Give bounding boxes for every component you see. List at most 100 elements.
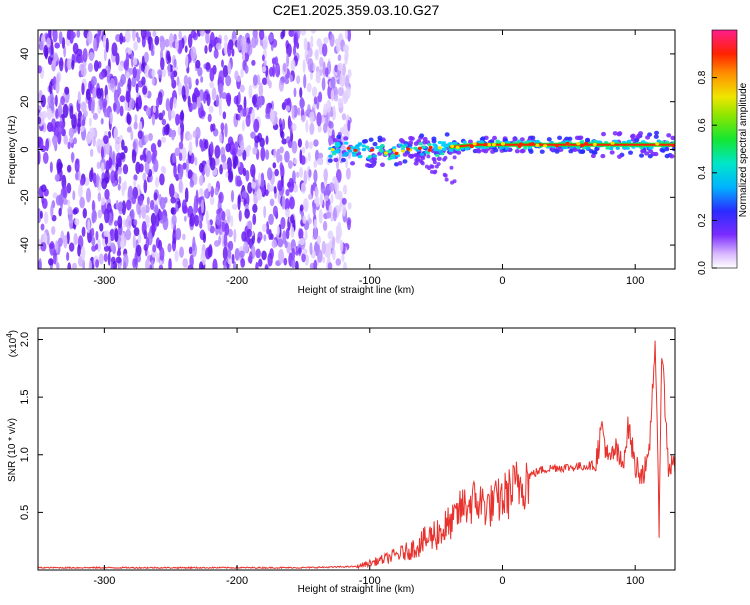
- heatmap-noise-cell: [154, 35, 160, 46]
- heatmap-signal-halo: [377, 135, 383, 140]
- heatmap-x-tick-label: -200: [226, 275, 248, 287]
- heatmap-noise-cell: [68, 242, 75, 252]
- heatmap-noise-cell: [56, 158, 63, 174]
- snr-x-tick-label: -300: [93, 575, 115, 587]
- heatmap-signal-halo: [514, 148, 520, 154]
- heatmap-noise-cell: [291, 104, 295, 119]
- heatmap-signal-band: [449, 149, 454, 153]
- heatmap-noise-cell: [313, 218, 317, 230]
- heatmap-noise-cell: [48, 242, 55, 250]
- heatmap-noise-cell: [332, 248, 336, 261]
- heatmap-noise-cell: [258, 258, 263, 267]
- heatmap-signal-band: [656, 139, 661, 143]
- heatmap-noise-cell: [188, 141, 193, 156]
- heatmap-noise-cell: [319, 56, 324, 67]
- heatmap-noise-cell: [118, 64, 124, 72]
- heatmap-noise-cell: [47, 96, 51, 105]
- heatmap-noise-cell: [115, 163, 119, 172]
- heatmap-noise-cell: [76, 54, 82, 64]
- heatmap-noise-cell: [48, 81, 53, 95]
- heatmap-noise-cell: [273, 148, 277, 158]
- heatmap-noise-cell: [124, 30, 131, 43]
- heatmap-signal-halo: [653, 151, 659, 157]
- heatmap-noise-cell: [40, 223, 45, 231]
- heatmap-noise-cell: [163, 124, 170, 136]
- heatmap-noise-cell: [304, 202, 308, 211]
- heatmap-noise-cell: [290, 226, 295, 238]
- heatmap-noise-cell: [250, 163, 256, 178]
- heatmap-noise-cell: [246, 228, 252, 238]
- heatmap-noise-cell: [102, 35, 107, 49]
- heatmap-signal-halo: [333, 157, 339, 163]
- heatmap-noise-cell: [77, 244, 81, 257]
- heatmap-noise-cell: [344, 30, 348, 40]
- heatmap-noise-cell: [74, 218, 80, 226]
- heatmap-signal-band: [331, 152, 337, 156]
- heatmap-noise-cell: [183, 74, 189, 87]
- heatmap-noise-cell: [125, 90, 131, 103]
- heatmap-signal-band: [435, 153, 440, 157]
- heatmap-signal-peak: [353, 148, 358, 152]
- heatmap-signal-tail: [443, 155, 448, 160]
- heatmap-signal-halo: [648, 149, 654, 154]
- colorbar-label: Normalized spectral amplitude: [738, 82, 749, 217]
- heatmap-noise-cell: [63, 45, 67, 58]
- heatmap-noise-cell: [227, 257, 233, 265]
- heatmap-noise-cell: [260, 146, 266, 162]
- heatmap-noise-cell: [221, 221, 226, 233]
- heatmap-noise-cell: [306, 82, 312, 93]
- heatmap-noise-cell: [174, 147, 181, 157]
- heatmap-noise-cell: [103, 108, 110, 118]
- heatmap-noise-cell: [199, 221, 203, 229]
- heatmap-noise-cell: [332, 207, 337, 222]
- heatmap-noise-cell: [227, 41, 232, 57]
- snr-background: [38, 328, 675, 570]
- heatmap-signal-halo: [332, 138, 338, 143]
- heatmap-signal-halo: [419, 133, 425, 138]
- heatmap-noise-cell: [282, 230, 287, 245]
- heatmap-noise-cell: [81, 119, 86, 127]
- heatmap-noise-cell: [66, 182, 72, 194]
- heatmap-noise-cell: [68, 216, 74, 230]
- heatmap-noise-cell: [155, 213, 160, 227]
- heatmap-noise-cell: [219, 84, 223, 99]
- heatmap-noise-cell: [218, 191, 224, 204]
- heatmap-signal-peak: [472, 142, 477, 146]
- heatmap-noise-cell: [39, 40, 44, 51]
- heatmap-noise-cell: [66, 251, 70, 262]
- heatmap-noise-cell: [117, 183, 121, 191]
- heatmap-noise-cell: [98, 253, 104, 265]
- heatmap-noise-cell: [289, 74, 293, 83]
- heatmap-noise-cell: [317, 249, 323, 263]
- heatmap-noise-cell: [243, 96, 247, 111]
- heatmap-signal-peak: [428, 145, 433, 150]
- heatmap-signal-halo: [669, 154, 675, 159]
- heatmap-noise-cell: [259, 137, 265, 148]
- heatmap-signal-band: [425, 151, 431, 155]
- heatmap-noise-cell: [133, 179, 137, 187]
- heatmap-noise-cell: [151, 113, 156, 126]
- heatmap-signal-halo: [572, 147, 578, 152]
- heatmap-noise-cell: [152, 221, 157, 233]
- heatmap-noise-cell: [241, 190, 248, 199]
- heatmap-noise-cell: [285, 208, 291, 218]
- heatmap-signal-tail: [421, 156, 426, 161]
- heatmap-noise-cell: [205, 210, 209, 225]
- heatmap-noise-cell: [73, 233, 78, 246]
- heatmap-y-tick-label: 0: [19, 146, 31, 152]
- heatmap-noise-cell: [54, 240, 59, 254]
- heatmap-signal-tail: [432, 157, 437, 162]
- colorbar-gradient: [711, 29, 738, 269]
- snr-y-tick-label: 0.5: [19, 505, 31, 520]
- heatmap-signal-peak: [576, 142, 581, 146]
- heatmap-noise-cell: [279, 161, 284, 172]
- heatmap-signal-band: [576, 146, 581, 150]
- heatmap-noise-cell: [222, 246, 228, 261]
- heatmap-noise-cell: [322, 108, 327, 116]
- heatmap-signal-band: [452, 141, 457, 146]
- heatmap-noise-cell: [313, 160, 318, 168]
- heatmap-noise-cell: [158, 112, 164, 121]
- heatmap-noise-cell: [342, 203, 347, 217]
- heatmap-noise-cell: [258, 96, 263, 109]
